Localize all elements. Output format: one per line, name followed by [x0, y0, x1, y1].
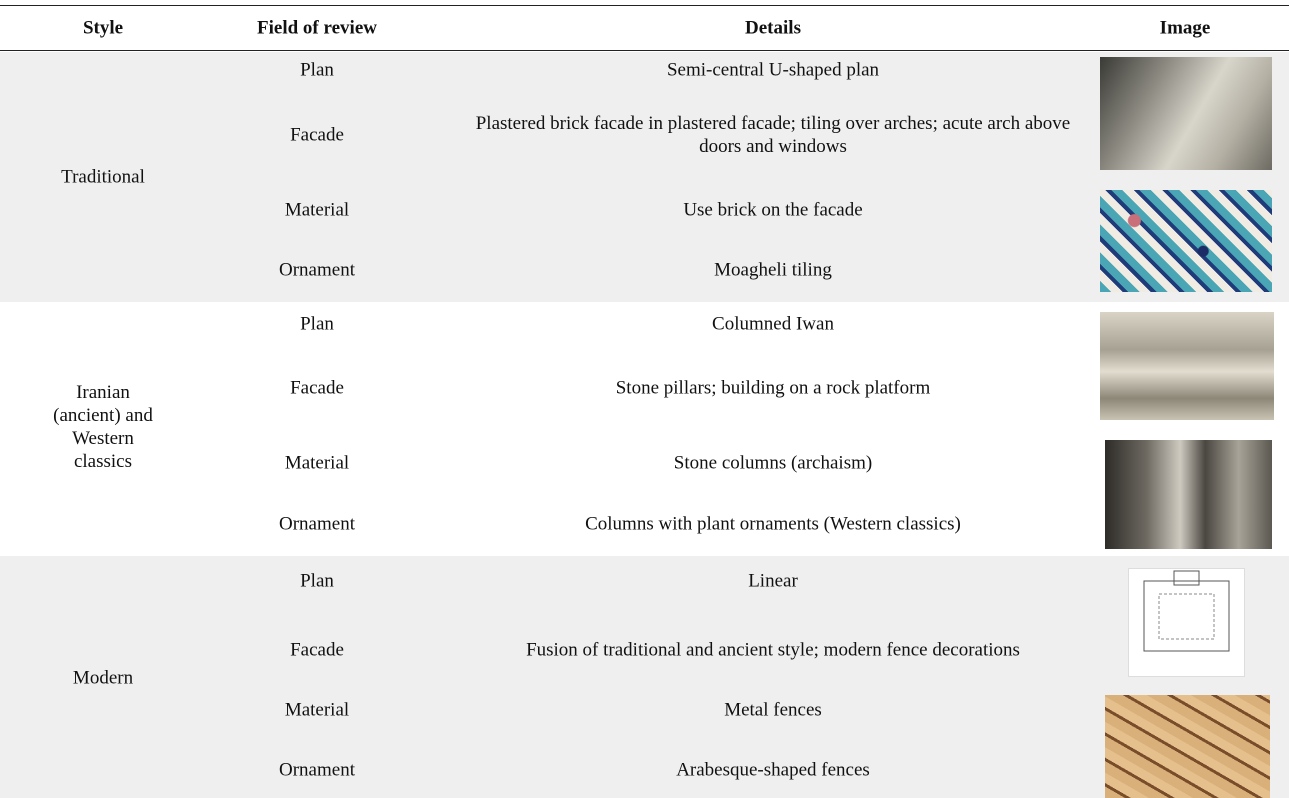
field-cell: Facade: [290, 124, 344, 146]
details-cell: Use brick on the facade: [683, 199, 863, 221]
field-cell: Material: [284, 452, 350, 474]
details-cell: Columns with plant ornaments (Western cl…: [585, 513, 961, 535]
style-cell: Modern: [72, 667, 134, 689]
details-cell: Stone pillars; building on a rock platfo…: [615, 377, 931, 399]
plan-court: [1158, 593, 1215, 640]
field-cell: Ornament: [279, 513, 355, 535]
photo: [1100, 190, 1272, 292]
details-cell: Moagheli tiling: [714, 259, 832, 281]
photo: [1100, 57, 1272, 170]
header-rule: [0, 50, 1289, 51]
row-band: [0, 52, 1289, 302]
field-cell: Facade: [290, 639, 344, 661]
details-cell: Metal fences: [724, 699, 822, 721]
field-cell: Material: [284, 199, 350, 221]
plan-outline: [1143, 580, 1230, 652]
photo: [1100, 312, 1274, 420]
details-cell: Plastered brick facade in plastered faca…: [475, 113, 1071, 157]
field-cell: Plan: [300, 59, 334, 81]
top-rule: [0, 5, 1289, 6]
details-cell: Semi-central U-shaped plan: [666, 59, 880, 81]
column-header: Image: [1159, 17, 1211, 39]
photo: [1105, 695, 1270, 798]
photo: [1105, 440, 1272, 549]
column-header: Details: [745, 17, 801, 39]
floor-plan: [1143, 570, 1230, 652]
column-header: Style: [82, 17, 124, 39]
field-cell: Material: [284, 699, 350, 721]
column-header: Field of review: [257, 17, 377, 39]
details-cell: Stone columns (archaism): [673, 452, 873, 474]
field-cell: Ornament: [279, 259, 355, 281]
field-cell: Plan: [300, 313, 334, 335]
style-cell: Iranian (ancient) and Western classics: [53, 382, 153, 472]
row-band: [0, 556, 1289, 798]
details-cell: Linear: [748, 570, 798, 592]
details-cell: Arabesque-shaped fences: [676, 759, 870, 781]
field-cell: Plan: [300, 570, 334, 592]
style-cell: Traditional: [61, 166, 145, 188]
plan-wing: [1173, 570, 1200, 586]
photo: [1128, 568, 1245, 677]
details-cell: Columned Iwan: [712, 313, 834, 335]
field-cell: Ornament: [279, 759, 355, 781]
field-cell: Facade: [290, 377, 344, 399]
details-cell: Fusion of traditional and ancient style;…: [526, 639, 1020, 661]
